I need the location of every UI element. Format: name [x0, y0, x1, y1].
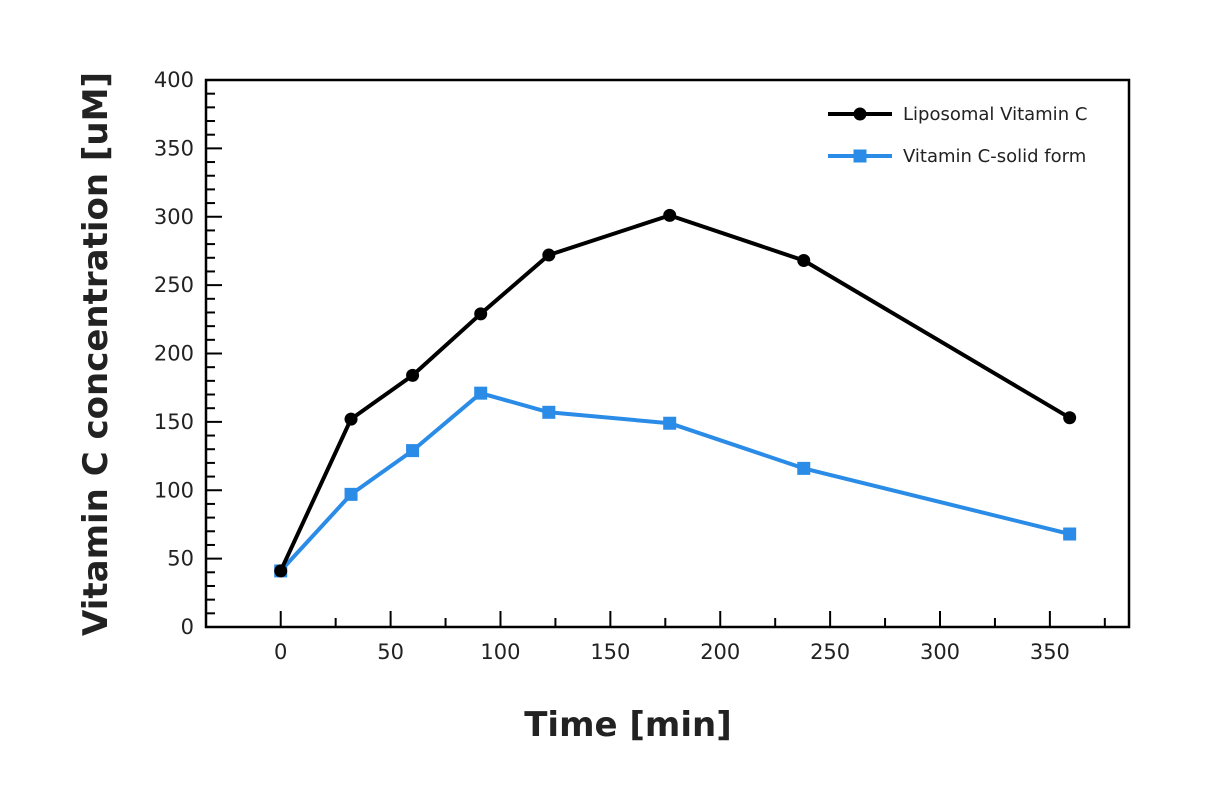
- series-layer: [274, 208, 1077, 578]
- x-tick-label: 100: [480, 640, 520, 664]
- x-axis-title: Time [min]: [524, 705, 732, 745]
- data-point: [406, 444, 420, 458]
- data-point: [1063, 527, 1077, 541]
- data-point: [797, 254, 811, 268]
- legend-label: Liposomal Vitamin C: [903, 104, 1087, 125]
- y-tick-label: 50: [167, 547, 194, 571]
- y-tick-label: 200: [154, 342, 194, 366]
- data-point: [274, 564, 288, 578]
- data-point: [663, 208, 677, 222]
- series-liposomal-vitamin-c: [274, 208, 1077, 578]
- data-point: [406, 368, 420, 382]
- legend-item: Liposomal Vitamin C: [828, 104, 1087, 125]
- legend-item: Vitamin C-solid form: [828, 146, 1086, 167]
- data-point: [663, 416, 677, 430]
- legend-label: Vitamin C-solid form: [903, 146, 1086, 167]
- y-tick-label: 150: [154, 410, 194, 434]
- data-point: [474, 307, 488, 321]
- x-axis-ticks: 0 50 100 150 200 250 300 350: [274, 611, 1106, 664]
- y-tick-label: 300: [154, 205, 194, 229]
- data-point: [1063, 411, 1077, 425]
- y-tick-label: 100: [154, 478, 194, 502]
- data-point: [542, 405, 556, 419]
- x-tick-label: 300: [920, 640, 960, 664]
- x-tick-label: 0: [274, 640, 287, 664]
- series-line: [279, 391, 1071, 573]
- x-tick-label: 250: [810, 640, 850, 664]
- x-tick-label: 350: [1030, 640, 1070, 664]
- legend: Liposomal Vitamin C Vitamin C-solid form: [828, 104, 1087, 167]
- data-point: [474, 386, 488, 400]
- y-tick-label: 400: [154, 68, 194, 92]
- x-tick-label: 150: [590, 640, 630, 664]
- legend-marker: [853, 149, 867, 163]
- data-point: [542, 248, 556, 262]
- data-point: [797, 461, 811, 475]
- y-axis-ticks: 0 50 100 150 200 250 300 350 400: [154, 68, 222, 639]
- legend-marker: [853, 107, 867, 121]
- y-axis-title: Vitamin C concentration [uM]: [76, 72, 116, 636]
- x-tick-label: 200: [700, 640, 740, 664]
- y-tick-label: 350: [154, 136, 194, 160]
- y-tick-label: 250: [154, 273, 194, 297]
- x-tick-label: 50: [377, 640, 404, 664]
- data-point: [344, 487, 358, 501]
- data-point: [344, 412, 358, 426]
- y-tick-label: 0: [181, 615, 194, 639]
- series-line: [278, 213, 1071, 572]
- series-vitamin-c-solid-form: [274, 386, 1077, 578]
